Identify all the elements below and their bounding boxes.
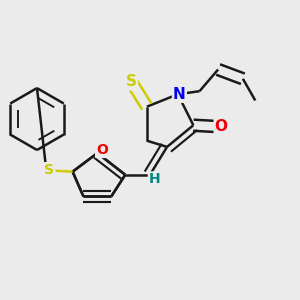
Text: N: N: [173, 87, 186, 102]
Text: O: O: [215, 119, 228, 134]
Text: S: S: [126, 74, 137, 89]
Text: O: O: [96, 143, 108, 157]
Text: S: S: [44, 163, 54, 177]
Text: H: H: [149, 172, 161, 186]
